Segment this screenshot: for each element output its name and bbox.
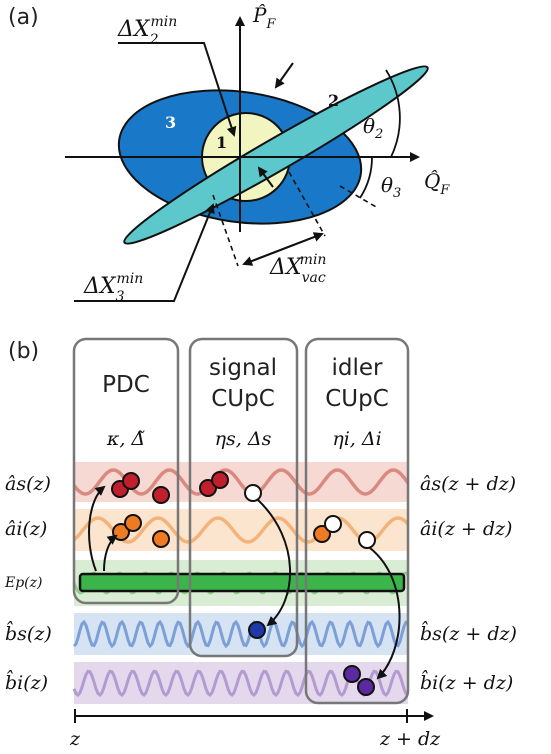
squeeze-arrow-top [274, 62, 294, 89]
idler-cupc-title: CUpC [325, 386, 389, 412]
bs-wave [72, 619, 409, 649]
right-label-ai: âi(z + dz) [420, 518, 512, 540]
theta3-label: θ3 [381, 173, 401, 201]
left-label-bs: b̂s(z) [5, 620, 52, 645]
photon-ai-empty-1 [324, 515, 342, 533]
theta2-arc [385, 69, 401, 158]
q-axis-label: Q̂F [424, 169, 450, 198]
pdc-title: PDC [102, 372, 150, 398]
photon-ai-3 [152, 530, 170, 548]
panel-a-label: (a) [8, 5, 39, 30]
photon-ai-4 [313, 525, 331, 543]
dxvac-label: ΔXvacmin [269, 252, 326, 286]
photon-bs [248, 621, 266, 639]
photon-ai-empty-2 [358, 531, 376, 549]
pdc-arrow-idler [103, 534, 118, 572]
region-3-label: 3 [165, 113, 176, 132]
z-axis-end-label: z + dz [379, 728, 441, 750]
panel-b-label: (b) [8, 339, 39, 364]
signal-cupc-box [188, 337, 299, 658]
pdc-params: κ, Δ̃ [106, 428, 145, 450]
left-label-as: âs(z) [5, 473, 51, 495]
photon-as-empty [244, 484, 262, 502]
idler-cupc-box [304, 337, 410, 705]
dx3-pointer [74, 203, 215, 302]
left-label-ep: Ep(z) [4, 575, 42, 591]
ai-wave [72, 516, 410, 544]
pdc-arrow-signal [88, 485, 106, 572]
dashed-line-right [288, 171, 326, 237]
signal-conversion-arrow [257, 499, 292, 627]
right-label-bs: b̂s(z + dz) [420, 620, 517, 645]
photon-as-5 [211, 471, 229, 489]
z-axis-start-label: z [69, 728, 81, 750]
ellipse-2 [123, 65, 429, 245]
p-axis-label: P̂F [252, 3, 276, 32]
left-label-ai: âi(z) [5, 518, 47, 540]
region-2-label: 2 [328, 91, 339, 110]
photon-bi-2 [357, 678, 375, 696]
pdc-box [72, 337, 180, 605]
dashed-line-theta3 [339, 185, 379, 209]
photon-as-2 [122, 472, 140, 490]
photon-bi-1 [343, 665, 361, 683]
signal-params: ηs, Δs [215, 428, 272, 450]
left-label-bi: b̂i(z) [5, 669, 48, 694]
dx2-label: ΔX2min [117, 14, 177, 48]
dx2-pointer [118, 42, 237, 137]
dx3-label: ΔX3min [83, 271, 143, 305]
squeeze-arrow-inner [257, 166, 274, 188]
signal-cupc-title: CUpC [211, 386, 275, 412]
signal-title: signal [209, 355, 277, 381]
photon-ai-2 [124, 514, 142, 532]
idler-params: ηi, Δi [332, 428, 381, 450]
idler-conversion-arrow [369, 547, 401, 680]
dxvac-arrow-b [242, 233, 323, 266]
dashed-line-left [212, 194, 239, 267]
right-label-bi: b̂i(z + dz) [420, 669, 513, 694]
photon-as-3 [152, 486, 170, 504]
right-label-as: âs(z + dz) [420, 473, 516, 495]
region-1-label: 1 [216, 133, 227, 152]
theta2-label: θ2 [363, 114, 383, 142]
idler-title: idler [332, 355, 384, 381]
theta3-arc [359, 156, 373, 199]
pump-beam [78, 572, 406, 593]
